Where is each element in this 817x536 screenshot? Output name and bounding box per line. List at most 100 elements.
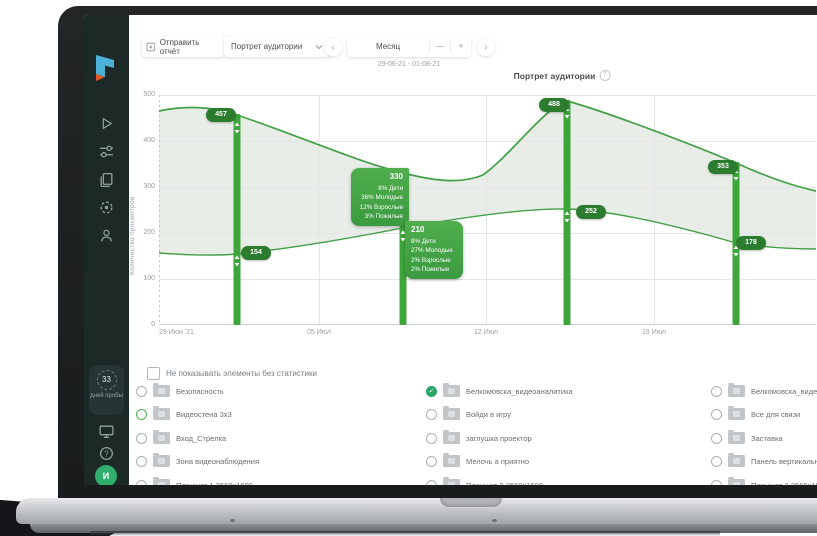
- y-tick: 100: [143, 275, 155, 282]
- drag-handle-icon[interactable]: [234, 122, 240, 134]
- chart-title-text: Портрет аудитории: [513, 70, 596, 81]
- radio-unchecked[interactable]: [711, 408, 722, 420]
- tooltip-value: 210: [411, 225, 425, 234]
- folder-icon: [728, 452, 745, 467]
- radio-unchecked[interactable]: [711, 479, 722, 485]
- list-item[interactable]: Войди в игру: [426, 405, 511, 422]
- drag-handle-icon[interactable]: [234, 255, 240, 267]
- analytics-icon[interactable]: [98, 143, 115, 160]
- radio-unchecked[interactable]: [136, 432, 147, 444]
- tooltip-upper: 330 8% Дети 36% Молодые 12% Взрослые 3% …: [351, 168, 409, 226]
- list-item[interactable]: ✓ Белкомовска_видеоаналитика: [426, 382, 573, 399]
- x-tick: 12 Июл: [474, 329, 498, 336]
- radio-unchecked[interactable]: [426, 455, 437, 467]
- tooltip-line: 2% Пожилые: [411, 266, 450, 274]
- list-item[interactable]: Панель вертикальная внутр: [711, 452, 817, 469]
- period-selector[interactable]: Месяц — +: [347, 36, 471, 57]
- list-item[interactable]: Зона видеонаблюдения: [136, 452, 260, 469]
- list-item-label: Панель вертикальная внутр: [751, 456, 817, 466]
- pages-icon[interactable]: [98, 171, 115, 188]
- list-item[interactable]: Планшет 3 2560х1600: [711, 476, 817, 485]
- period-label: Месяц: [375, 42, 401, 51]
- folder-icon: [153, 452, 170, 467]
- radio-checked[interactable]: ✓: [426, 385, 437, 397]
- y-tick: 0: [151, 321, 155, 328]
- list-item-label: Планшет 1 2560х1600: [176, 480, 253, 486]
- lower-area: [159, 208, 816, 325]
- app-logo[interactable]: [93, 53, 119, 88]
- app-window: 33 дней пробы ? И Отправить отчёт Портре…: [84, 15, 817, 485]
- send-report-button[interactable]: Отправить отчёт: [142, 36, 224, 57]
- laptop-base-edge: [30, 524, 817, 533]
- folder-icon: [443, 429, 460, 444]
- laptop-under-shadow: [90, 531, 720, 536]
- folder-icon: [443, 405, 460, 420]
- marker-value: 252: [576, 205, 606, 219]
- list-item-label: Белкомовска_видеоаналитика: [751, 386, 817, 396]
- tooltip-line: 9% Дети: [411, 238, 436, 245]
- avatar[interactable]: И: [95, 465, 117, 485]
- radio-unchecked[interactable]: [426, 408, 437, 420]
- radio-unchecked[interactable]: [426, 432, 437, 444]
- prev-period-button[interactable]: ‹: [324, 38, 342, 56]
- list-item[interactable]: Все для связи: [711, 405, 800, 422]
- report-type-dropdown[interactable]: Портрет аудитории: [224, 36, 330, 57]
- tooltip-line: 36% Молодые: [361, 194, 403, 202]
- list-item[interactable]: Мелочь а приятно: [426, 452, 529, 469]
- hide-empty-checkbox-row[interactable]: Не показывать элементы без статистики: [147, 367, 317, 380]
- drag-handle-icon[interactable]: [733, 245, 739, 257]
- folder-icon: [443, 382, 460, 397]
- play-icon[interactable]: [98, 115, 115, 132]
- checkbox-unchecked[interactable]: [147, 367, 160, 380]
- drag-handle-icon[interactable]: [564, 211, 570, 223]
- list-item[interactable]: Видеостена 3х3: [136, 405, 232, 422]
- trial-days: 33: [96, 370, 117, 390]
- next-period-button[interactable]: ›: [477, 38, 495, 56]
- drag-handle-icon[interactable]: [400, 230, 406, 242]
- list-item[interactable]: Планшет 2 2560х1600: [426, 476, 543, 485]
- list-item-label: Белкомовска_видеоаналитика: [466, 386, 573, 396]
- audience-chart: Портрет аудитории ? Количество просмотро…: [129, 70, 817, 368]
- list-item-label: Вход_Стрелка: [176, 433, 227, 443]
- tooltip-line: 12% Взрослые: [359, 203, 403, 211]
- selection-bar-1[interactable]: [233, 114, 241, 325]
- list-item-label: Войди в игру: [466, 409, 511, 419]
- y-axis-label: Количество просмотров: [129, 196, 136, 275]
- folder-icon: [728, 382, 745, 397]
- radio-unchecked[interactable]: [426, 479, 437, 485]
- settings-icon[interactable]: [98, 199, 115, 216]
- list-item-label: заглушка проектор: [466, 433, 532, 443]
- list-item[interactable]: Белкомовска_видеоаналитика: [711, 382, 817, 399]
- download-icon: [146, 42, 156, 51]
- display-icon[interactable]: [98, 423, 115, 440]
- radio-unchecked[interactable]: [711, 385, 722, 397]
- base-foot: [492, 519, 497, 522]
- help-icon[interactable]: ?: [98, 445, 115, 462]
- info-icon[interactable]: ?: [599, 70, 611, 81]
- app-sidebar: 33 дней пробы ? И: [84, 15, 129, 485]
- list-item[interactable]: Заставка: [711, 429, 783, 446]
- trial-badge: 33 дней пробы: [89, 365, 124, 415]
- radio-unchecked[interactable]: [711, 432, 722, 444]
- radio-unchecked[interactable]: [711, 455, 722, 467]
- folder-icon: [728, 476, 745, 485]
- folder-icon: [443, 452, 460, 467]
- zoom-in-button[interactable]: +: [450, 40, 471, 53]
- marker-value: 457: [206, 108, 236, 122]
- y-tick: 500: [143, 91, 155, 98]
- zoom-out-button[interactable]: —: [429, 40, 450, 53]
- radio-unchecked[interactable]: [136, 479, 147, 485]
- date-range: 29-06-21 - 01-08-21: [377, 61, 441, 68]
- svg-text:?: ?: [104, 449, 109, 458]
- radio-unchecked[interactable]: [136, 455, 147, 467]
- list-item[interactable]: Вход_Стрелка: [136, 429, 227, 446]
- list-item-label: Зона видеонаблюдения: [176, 456, 260, 466]
- list-item[interactable]: заглушка проектор: [426, 429, 532, 446]
- profile-icon[interactable]: [98, 227, 115, 244]
- folder-icon: [443, 476, 460, 485]
- list-item[interactable]: Планшет 1 2560х1600: [136, 476, 253, 486]
- list-item[interactable]: Безопасность: [136, 382, 224, 399]
- laptop-base: [16, 498, 817, 524]
- radio-highlighted[interactable]: [136, 408, 147, 420]
- radio-unchecked[interactable]: [136, 385, 147, 397]
